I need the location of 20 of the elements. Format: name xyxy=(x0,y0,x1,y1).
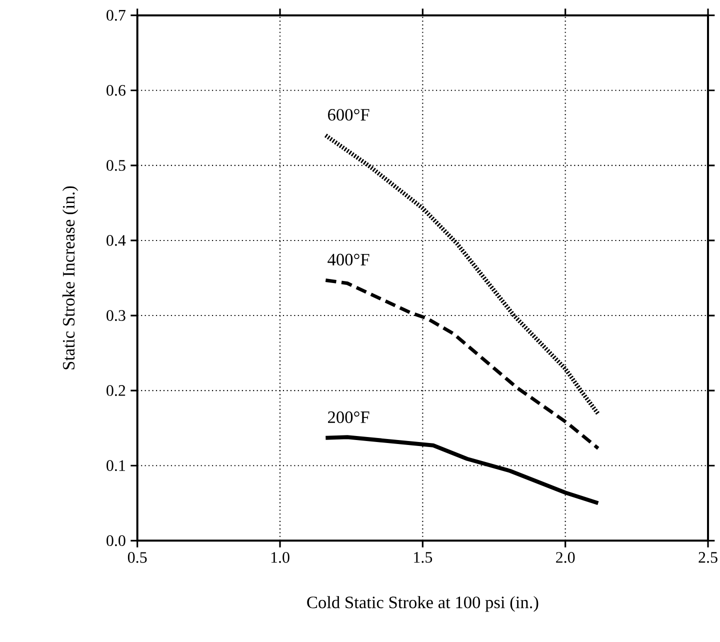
y-tick-label: 0.6 xyxy=(106,84,126,96)
series-label: 400°F xyxy=(328,254,370,266)
x-tick-label: 0.5 xyxy=(128,552,147,563)
x-axis-title: Cold Static Stroke at 100 psi (in.) xyxy=(307,596,538,612)
y-tick-label: 0.4 xyxy=(106,235,126,246)
x-tick-label: 2.0 xyxy=(556,552,575,563)
x-tick-label: 1.5 xyxy=(414,552,432,563)
line-series xyxy=(324,278,600,450)
y-tick-label: 0.3 xyxy=(106,310,126,321)
y-tick-label: 0.5 xyxy=(106,160,126,171)
y-tick-label: 0.2 xyxy=(106,385,126,396)
y-tick-label: 0.1 xyxy=(106,460,126,472)
x-tick-label: 2.5 xyxy=(698,552,718,563)
series-label: 200°F xyxy=(328,411,370,424)
line-series xyxy=(324,435,600,506)
series-label: 600°F xyxy=(328,108,370,121)
y-axis-title: Static Stroke Increase (in.) xyxy=(62,186,78,370)
y-tick-label: 0.0 xyxy=(106,535,126,546)
x-tick-label: 1.0 xyxy=(271,552,290,563)
y-tick-label: 0.7 xyxy=(106,10,126,21)
